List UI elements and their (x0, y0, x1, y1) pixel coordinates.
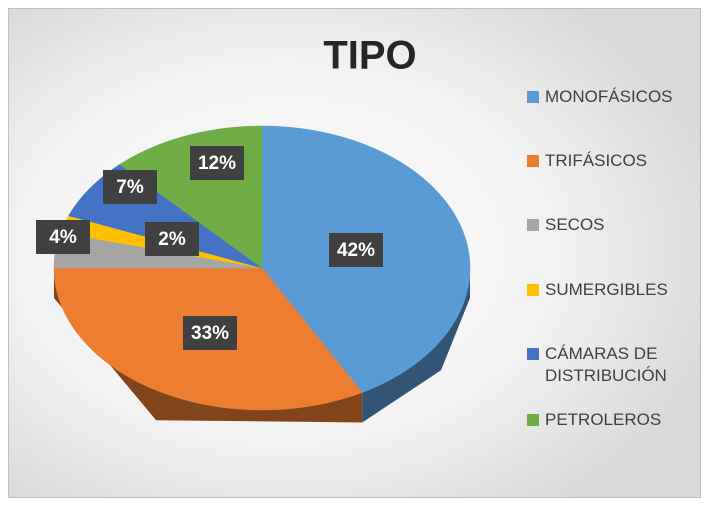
legend-item: TRIFÁSICOS (527, 150, 710, 172)
legend-label: SECOS (545, 215, 605, 234)
pie-side (54, 268, 363, 423)
legend-swatch (527, 284, 539, 296)
legend-swatch (527, 91, 539, 103)
data-label-box (190, 146, 244, 180)
chart-title: TIPO (323, 34, 416, 78)
data-label-box (103, 170, 157, 204)
data-label-box (36, 220, 90, 254)
legend-item: SECOS (527, 214, 710, 236)
legend-label: PETROLEROS (545, 410, 662, 429)
data-label: 7% (116, 177, 144, 198)
pie-tops (53, 125, 471, 411)
pie: 42% 33% 4% 2% 7% 12% (36, 125, 471, 423)
data-label-box (145, 222, 199, 256)
legend-item: MONOFÁSICOS (527, 86, 710, 108)
legend-swatch (527, 219, 539, 231)
legend-item: CÁMARAS DE DISTRIBUCIÓN (527, 343, 710, 387)
legend-swatch (527, 155, 539, 167)
legend-swatch (527, 414, 539, 426)
legend-item: SUMERGIBLES (527, 279, 710, 301)
data-label: 12% (198, 153, 236, 174)
data-label: 33% (191, 323, 229, 344)
data-label: 42% (337, 240, 375, 261)
legend-item: PETROLEROS (527, 409, 710, 431)
legend-label: MONOFÁSICOS (545, 87, 673, 106)
legend-swatch (527, 348, 539, 360)
data-label: 4% (49, 227, 77, 248)
legend-label: TRIFÁSICOS (545, 151, 648, 170)
legend-label: SUMERGIBLES (545, 280, 668, 299)
pie-sides (54, 268, 470, 423)
pie-side (362, 268, 470, 423)
data-label-box (329, 233, 383, 267)
data-label: 2% (158, 229, 186, 250)
data-label-box (183, 316, 237, 350)
legend-label: CÁMARAS DE DISTRIBUCIÓN (545, 344, 667, 385)
